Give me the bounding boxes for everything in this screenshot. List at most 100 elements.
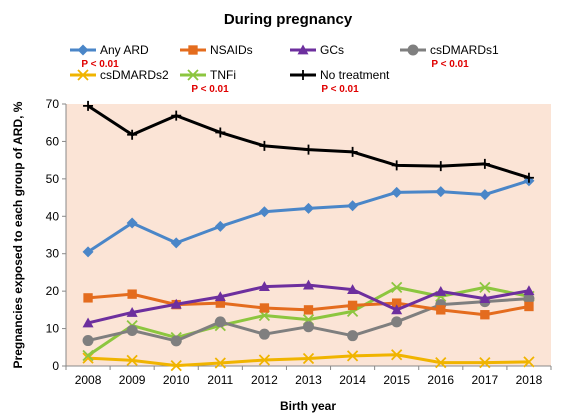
data-point xyxy=(77,44,89,56)
data-point xyxy=(391,281,403,294)
data-point xyxy=(435,161,446,172)
data-point xyxy=(171,110,182,121)
data-point xyxy=(83,100,94,111)
y-tick-label: 40 xyxy=(46,209,60,223)
data-point xyxy=(258,354,271,366)
data-point xyxy=(479,281,491,294)
data-point xyxy=(523,172,534,183)
data-point xyxy=(303,144,314,155)
data-point xyxy=(391,304,403,315)
data-point xyxy=(436,305,446,315)
data-point xyxy=(82,349,94,362)
data-point xyxy=(435,186,447,198)
data-point xyxy=(170,237,182,249)
data-point xyxy=(347,146,358,157)
data-point xyxy=(303,321,314,333)
legend-item: Any ARD P < 0.01 xyxy=(70,43,149,70)
legend-label: TNFi xyxy=(210,68,236,82)
y-tick-label: 30 xyxy=(46,247,60,261)
data-point xyxy=(391,349,403,361)
data-point xyxy=(347,200,359,212)
data-point xyxy=(126,306,138,317)
data-point xyxy=(391,316,403,328)
data-point xyxy=(126,354,138,367)
data-point xyxy=(479,158,490,169)
chart-title: During pregnancy xyxy=(224,11,353,28)
y-tick-label: 0 xyxy=(52,359,59,373)
legend-label: csDMARDs1 xyxy=(430,43,499,57)
data-point xyxy=(258,281,270,292)
data-point xyxy=(347,284,359,295)
data-point xyxy=(259,303,270,313)
data-point xyxy=(479,189,491,201)
data-point xyxy=(214,220,226,232)
series-csdmards1 xyxy=(82,293,535,347)
data-point xyxy=(303,305,314,315)
x-tick-label: 2015 xyxy=(383,373,410,387)
x-tick-label: 2009 xyxy=(119,373,146,387)
axes: 0 10 20 30 40 50 60 70 2008 2009 2010 2011 2012 2013 2… xyxy=(46,97,552,387)
x-tick-label: 2011 xyxy=(207,373,233,387)
data-point xyxy=(126,324,138,336)
series-csdmards2 xyxy=(82,349,535,372)
x-tick-label: 2014 xyxy=(339,373,366,387)
data-point xyxy=(83,293,93,303)
data-point xyxy=(170,335,182,347)
data-point xyxy=(392,298,402,308)
y-tick-label: 20 xyxy=(46,284,60,298)
data-point xyxy=(258,206,270,218)
y-tick-label: 60 xyxy=(46,134,60,148)
legend-label: GCs xyxy=(320,43,344,57)
data-point xyxy=(523,356,535,368)
legend-label: csDMARDs2 xyxy=(100,68,169,82)
data-point xyxy=(170,298,182,309)
x-tick-label: 2018 xyxy=(516,373,543,387)
data-point xyxy=(303,202,314,214)
data-point xyxy=(298,70,308,80)
data-point xyxy=(127,129,138,140)
data-point xyxy=(524,301,534,312)
data-point xyxy=(214,357,226,369)
legend-label: NSAIDs xyxy=(210,43,253,57)
data-point xyxy=(435,356,447,369)
y-axis-label: Pregnancies exposed to each group of ARD… xyxy=(11,101,25,368)
legend-item: TNFi xyxy=(180,68,236,82)
data-point xyxy=(479,293,491,304)
series-any-ard xyxy=(82,175,535,258)
data-point xyxy=(391,160,402,171)
legend-item: csDMARDs2 xyxy=(70,68,169,82)
data-point xyxy=(82,335,94,347)
y-tick-label: 10 xyxy=(46,322,60,336)
y-tick-label: 70 xyxy=(46,97,60,111)
data-point xyxy=(82,317,94,328)
data-point xyxy=(82,246,94,258)
x-tick-label: 2013 xyxy=(295,373,322,387)
data-point xyxy=(215,127,226,138)
data-point xyxy=(214,291,226,302)
data-point xyxy=(188,45,198,55)
data-point xyxy=(435,286,447,296)
data-point xyxy=(347,330,359,342)
data-point xyxy=(127,289,137,299)
data-point xyxy=(523,285,535,296)
data-point xyxy=(214,316,226,328)
legend-item: csDMARDs1 P < 0.01 xyxy=(400,43,499,70)
p-value-label: P < 0.01 xyxy=(321,84,359,95)
legend-item: GCs P < 0.01 xyxy=(191,43,344,95)
data-point xyxy=(303,279,314,290)
series-gcs xyxy=(82,279,535,328)
series-no-treatment xyxy=(83,100,534,183)
p-value-label: P < 0.01 xyxy=(431,59,469,70)
data-point xyxy=(346,350,359,362)
data-point xyxy=(187,69,199,81)
y-tick-label: 50 xyxy=(46,172,60,186)
x-tick-label: 2010 xyxy=(163,373,190,387)
legend-item: No treatment P < 0.01 xyxy=(290,68,390,95)
x-tick-label: 2012 xyxy=(251,373,278,387)
legend-label: Any ARD xyxy=(100,43,149,57)
data-point xyxy=(126,217,138,229)
p-value-label: P < 0.01 xyxy=(81,59,119,70)
data-point xyxy=(258,328,270,340)
legend-item: NSAIDs xyxy=(180,43,253,57)
